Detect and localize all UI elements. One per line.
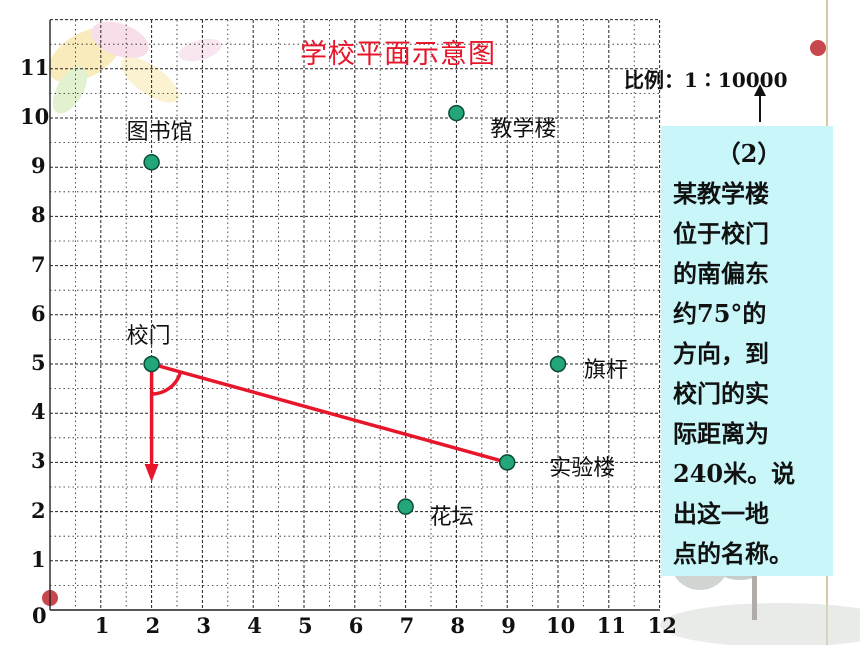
y-tick-label: 8 <box>31 202 46 228</box>
place-label: 教学楼 <box>490 117 557 143</box>
question-line: 约75°的 <box>673 299 767 328</box>
x-tick-label: 12 <box>647 613 677 638</box>
x-tick-label: 7 <box>399 613 415 638</box>
question-line: 校门的实 <box>673 379 769 408</box>
y-tick-label: 2 <box>31 497 46 523</box>
place-label: 图书馆 <box>126 120 193 146</box>
question-line: 方向，到 <box>673 339 769 368</box>
x-tick-label: 4 <box>247 613 262 638</box>
place-label: 花坛 <box>429 504 474 530</box>
angle-arc <box>151 371 183 396</box>
place-marker <box>549 355 567 373</box>
south-arrow-head <box>144 464 159 482</box>
x-tick-label: 3 <box>196 613 212 638</box>
scale-label: 比例：1∶10000 <box>624 68 788 92</box>
y-tick-label: 9 <box>31 153 46 179</box>
question-number: （2） <box>716 139 782 168</box>
place-label: 校门 <box>126 324 171 349</box>
y-tick-label: 7 <box>31 251 46 277</box>
x-tick-label: 5 <box>298 613 313 638</box>
place-label: 旗杆 <box>584 358 629 383</box>
question-line: 240米。说 <box>673 459 796 488</box>
question-line: 出这一地 <box>673 499 769 528</box>
question-line: 际距离为 <box>673 419 769 448</box>
x-tick-label: 0 <box>32 603 47 628</box>
x-tick-label: 9 <box>501 613 516 638</box>
y-tick-label: 10 <box>20 104 50 129</box>
y-tick-label: 3 <box>31 448 46 474</box>
question-line: 点的名称。 <box>673 539 793 568</box>
x-tick-label: 6 <box>348 613 364 638</box>
question-line: 某教学楼 <box>673 179 769 208</box>
y-tick-label: 1 <box>31 546 46 572</box>
place-marker <box>498 454 516 471</box>
question-line: 的南偏东 <box>673 259 769 288</box>
question-line: 位于校门 <box>673 219 769 248</box>
arrow-up-icon <box>754 84 766 96</box>
x-tick-label: 10 <box>546 613 576 638</box>
pin-icon <box>810 40 826 56</box>
x-tick-label: 2 <box>145 613 161 638</box>
y-tick-label: 4 <box>31 399 46 425</box>
question-box: （2） 某教学楼 位于校门 的南偏东 约75°的 方向，到 校门的实 际距离为 … <box>661 126 833 576</box>
y-tick-label: 5 <box>31 350 46 375</box>
place-label: 实验楼 <box>549 456 616 482</box>
y-tick-label: 11 <box>20 54 50 80</box>
x-tick-label: 1 <box>94 613 110 638</box>
place-marker <box>448 104 465 122</box>
map-title: 学校平面示意图 <box>300 39 496 70</box>
y-tick-label: 6 <box>31 300 46 326</box>
x-tick-label: 8 <box>450 613 466 638</box>
place-marker <box>143 355 160 373</box>
x-tick-label: 11 <box>596 613 627 638</box>
place-marker <box>143 154 160 171</box>
place-marker <box>397 498 414 515</box>
bearing-line <box>151 362 508 465</box>
